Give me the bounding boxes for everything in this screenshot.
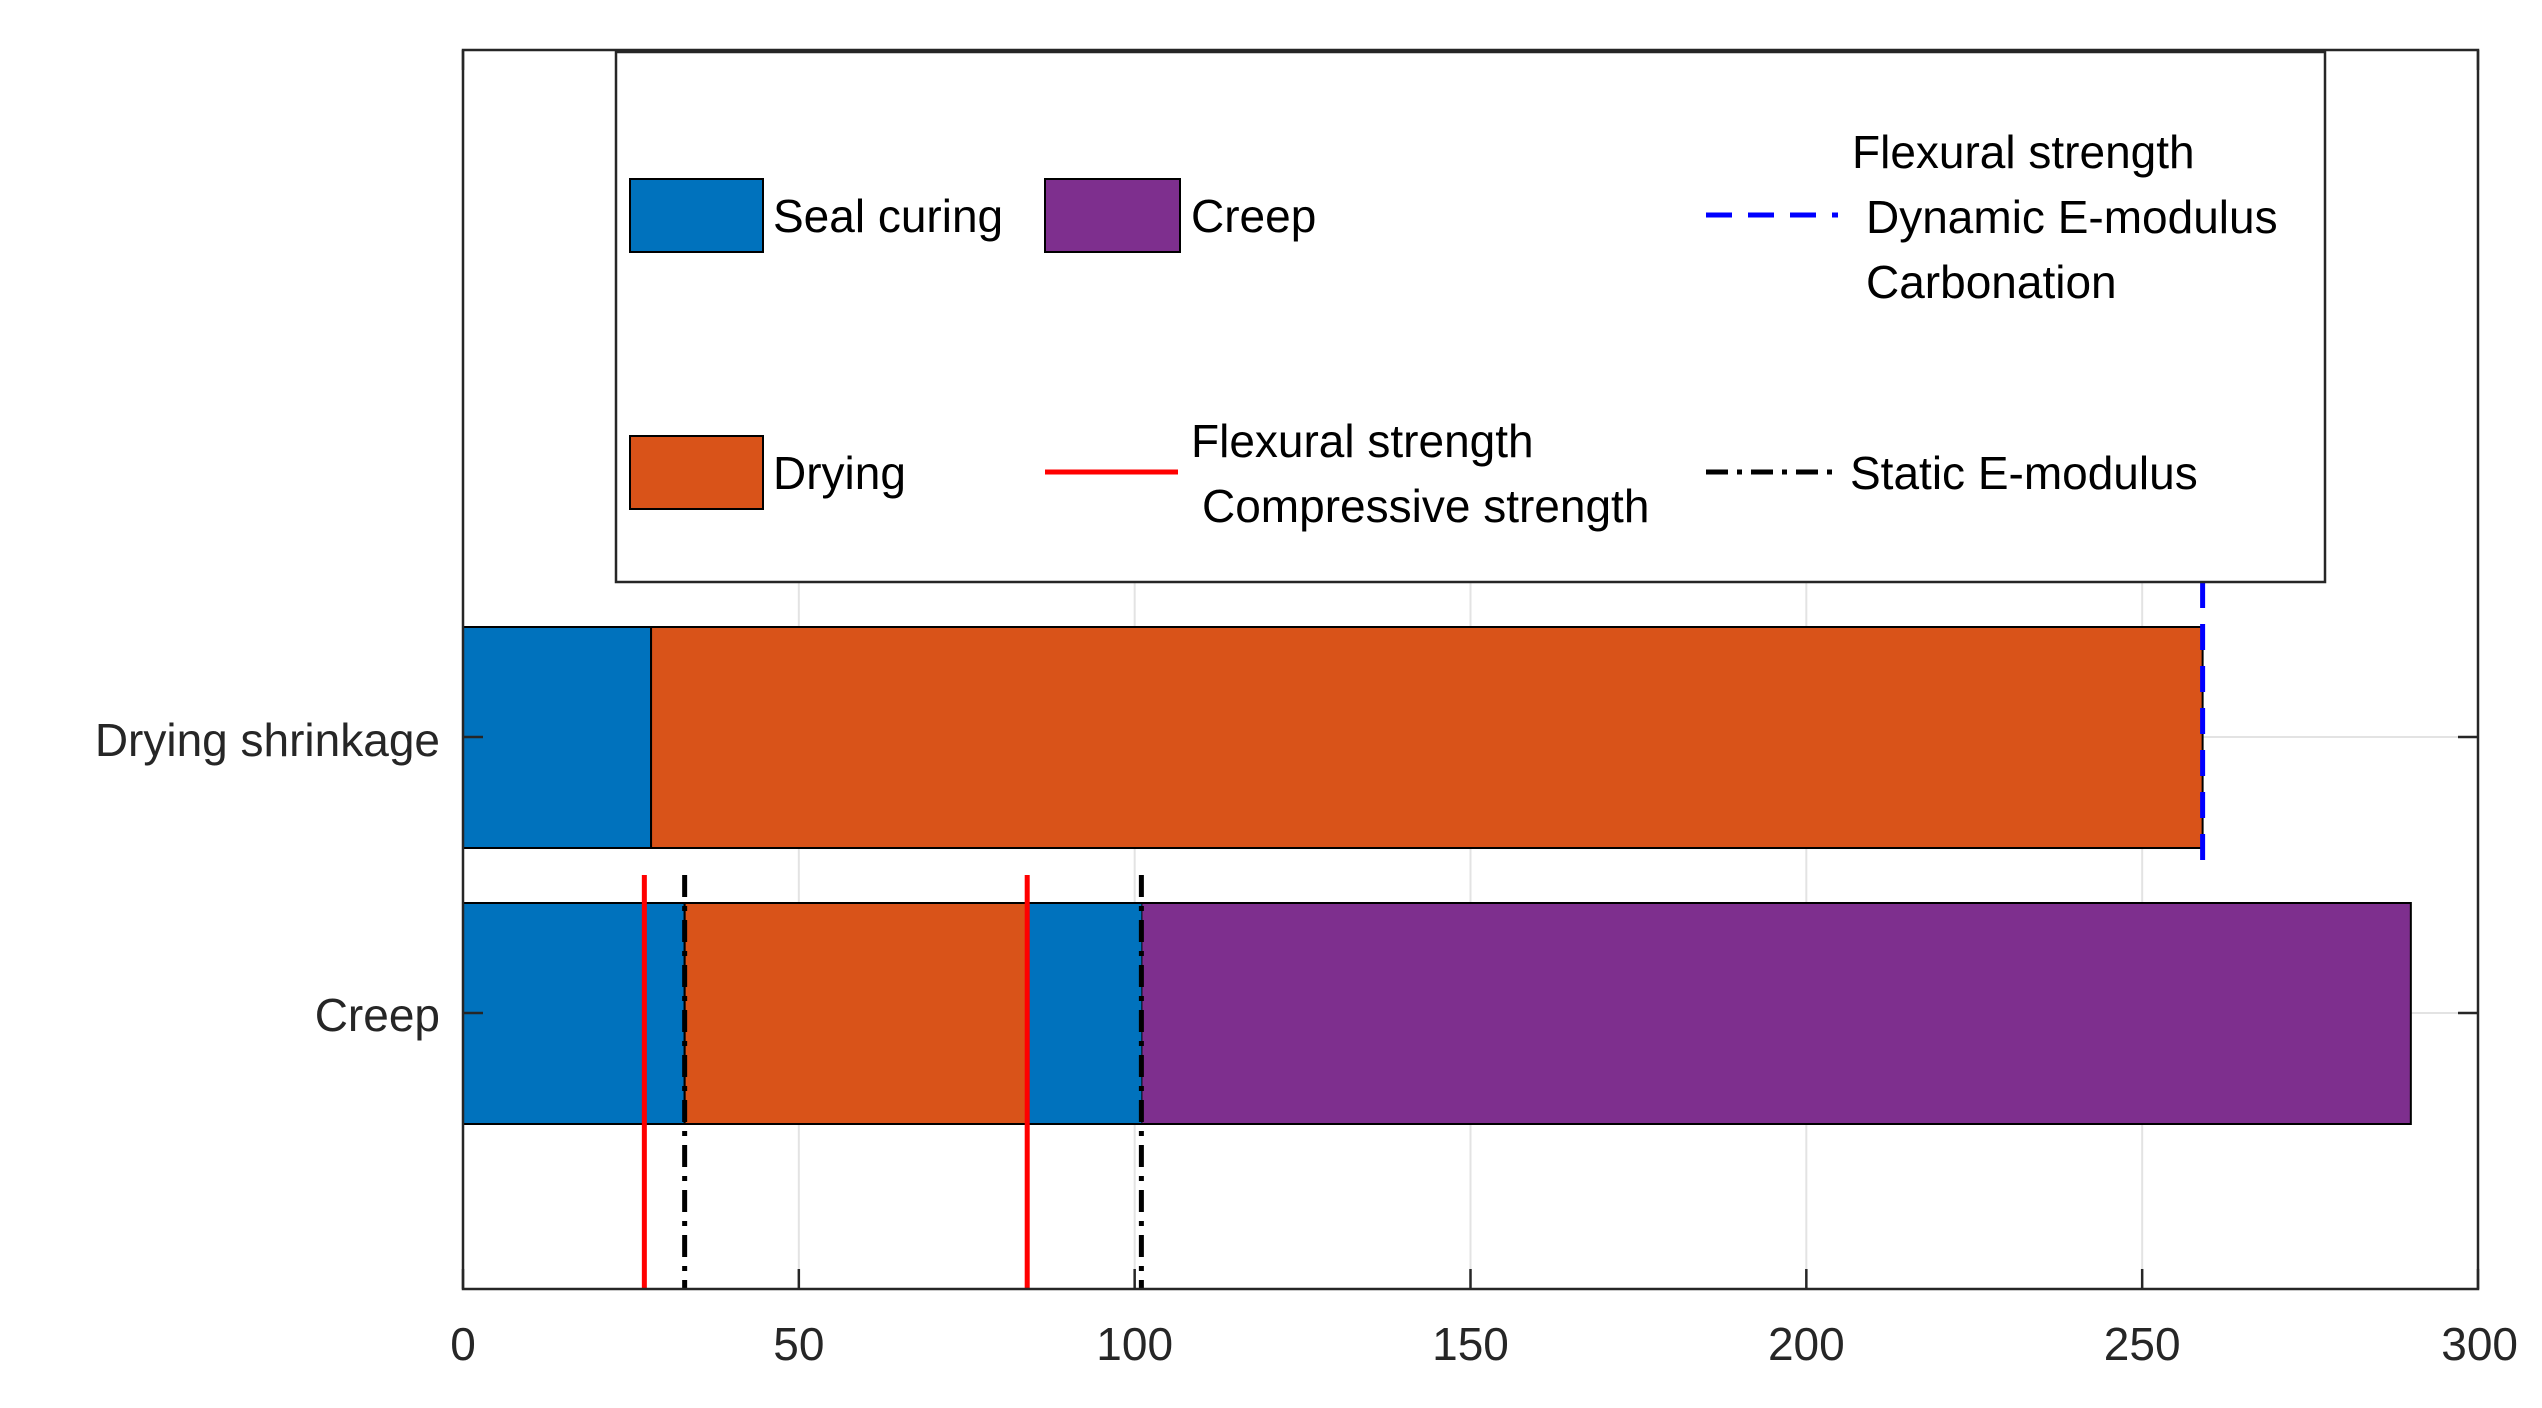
legend-swatch-drying (629, 435, 764, 510)
legend-swatch-seal-curing (629, 178, 764, 253)
legend-label-red-line-1: Flexural strength (1191, 415, 1534, 467)
x-tick-label-0: 0 (450, 1318, 476, 1370)
legend-box (614, 50, 2327, 584)
legend-label-seal-curing: Seal curing (773, 190, 1003, 242)
bar-creep-seal-curing-overlay (1027, 904, 1142, 1123)
x-tick-label-200: 200 (1768, 1318, 1845, 1370)
x-tick-labels: 0 50 100 150 200 250 300 (450, 1318, 2518, 1370)
bar-drying-shrinkage-seal-curing (462, 626, 653, 849)
legend-label-creep: Creep (1191, 190, 1316, 242)
legend-label-drying: Drying (773, 447, 906, 499)
legend: Seal curing Creep Flexural strength Dyna… (614, 50, 2327, 584)
x-tick-label-250: 250 (2104, 1318, 2181, 1370)
bar-creep-seal-curing (462, 902, 686, 1125)
x-tick-label-100: 100 (1096, 1318, 1173, 1370)
bar-creep-creep (1140, 902, 2412, 1125)
bar-drying-shrinkage-drying (650, 626, 2204, 849)
legend-label-red-line-2: Compressive strength (1202, 480, 1649, 532)
legend-label-blue-line-1: Flexural strength (1852, 126, 2195, 178)
legend-label-blue-line-3: Carbonation (1866, 256, 2117, 308)
bars (462, 626, 2412, 1125)
x-tick-label-300: 300 (2441, 1318, 2518, 1370)
x-tick-label-150: 150 (1432, 1318, 1509, 1370)
y-tick-label-drying-shrinkage: Drying shrinkage (95, 714, 440, 766)
test-lines (641, 582, 2206, 1289)
legend-label-black-line: Static E-modulus (1850, 447, 2198, 499)
legend-label-blue-line-2: Dynamic E-modulus (1866, 191, 2278, 243)
y-tick-label-creep: Creep (315, 989, 440, 1041)
x-tick-label-50: 50 (773, 1318, 824, 1370)
y-tick-labels: Creep Drying shrinkage (95, 714, 440, 1041)
legend-swatch-creep (1044, 178, 1181, 253)
